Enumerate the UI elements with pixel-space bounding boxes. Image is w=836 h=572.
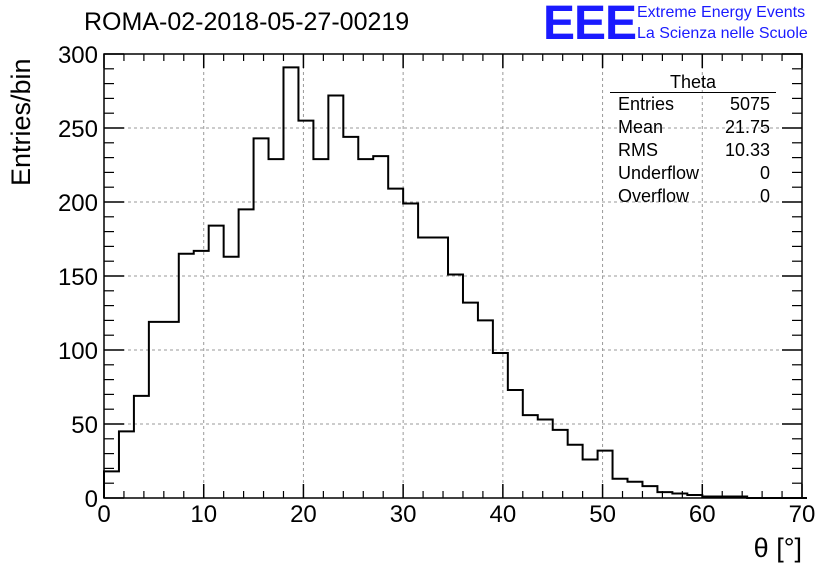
stats-label: Mean	[618, 117, 664, 137]
x-tick-label: 50	[589, 501, 616, 528]
histogram-bin	[164, 322, 179, 498]
histogram-bin	[149, 322, 164, 498]
histogram-bin	[523, 415, 538, 498]
histogram-bin	[313, 159, 328, 498]
histogram-bin	[687, 495, 702, 498]
stats-label: RMS	[618, 140, 658, 160]
x-tick-label: 20	[290, 501, 317, 528]
histogram-bin	[583, 460, 598, 498]
stats-value: 0	[759, 186, 770, 206]
x-tick-label: 70	[789, 501, 816, 528]
y-tick-label: 150	[58, 264, 98, 291]
histogram-bin	[328, 95, 343, 498]
x-axis-label: θ [°]	[753, 533, 802, 563]
histogram-bin	[613, 479, 628, 498]
x-tick-label: 0	[97, 501, 110, 528]
histogram-bin	[104, 471, 119, 498]
x-tick-label: 30	[390, 501, 417, 528]
histogram-bin	[239, 209, 254, 498]
histogram-bin	[702, 497, 717, 498]
stats-box: Theta Entries 5075 Mean 21.75 RMS 10.33 …	[610, 72, 776, 208]
histogram-bin	[209, 226, 224, 498]
y-tick-label: 250	[58, 116, 98, 143]
histogram-bin	[717, 497, 732, 498]
plot-frame	[103, 53, 803, 499]
histogram-series-line	[103, 66, 807, 499]
histogram-bin	[732, 497, 747, 498]
histogram-bin	[493, 353, 508, 498]
histogram-bin	[448, 275, 463, 498]
histogram-bin	[672, 494, 687, 498]
stats-row-underflow: Underflow 0	[610, 162, 776, 185]
histogram-bin	[433, 238, 448, 498]
histogram-bin	[373, 156, 388, 498]
histogram-bin	[642, 486, 657, 498]
histogram-bin	[628, 482, 643, 498]
grid-lines	[104, 54, 802, 498]
x-tick-label: 60	[689, 501, 716, 528]
histogram-bin	[478, 320, 493, 498]
histogram-bin	[403, 203, 418, 498]
histogram-bin	[134, 396, 149, 498]
y-tick-label: 0	[85, 486, 98, 513]
logo-line-2: La Scienza nelle Scuole	[637, 25, 808, 42]
histogram-bin	[463, 303, 478, 498]
eee-logo: EEE	[543, 0, 637, 50]
stats-value: 10.33	[724, 140, 770, 160]
histogram-bin	[119, 431, 134, 498]
tick-labels: 0 10 20 30 40 50 60 70 0 50 100 150 200 250 300	[58, 42, 815, 528]
y-axis-label: Entries/bin	[6, 58, 36, 186]
x-tick-label: 10	[190, 501, 217, 528]
histogram-bin	[508, 390, 523, 498]
stats-row-entries: Entries 5075	[610, 93, 776, 116]
histogram-bin	[538, 420, 553, 498]
y-tick-label: 300	[58, 42, 98, 69]
y-tick-label: 200	[58, 190, 98, 217]
histogram-bin	[283, 67, 298, 498]
stats-label: Overflow	[618, 186, 690, 206]
histogram-bin	[568, 445, 583, 498]
histogram-bin	[657, 492, 672, 498]
histogram-bin	[388, 189, 403, 498]
stats-value: 5075	[729, 94, 770, 114]
stats-row-mean: Mean 21.75	[610, 116, 776, 139]
x-tick-label: 40	[490, 501, 517, 528]
histogram-bin	[194, 251, 209, 498]
histogram-bin	[553, 430, 568, 498]
histogram-bin	[254, 138, 269, 498]
chart-title: ROMA-02-2018-05-27-00219	[84, 8, 410, 36]
stats-label: Underflow	[618, 163, 700, 183]
stats-value: 0	[759, 163, 770, 183]
stats-title: Theta	[610, 72, 776, 93]
y-tick-label: 50	[71, 412, 98, 439]
histogram-bin	[358, 159, 373, 498]
histogram-bin	[269, 159, 284, 498]
logo-line-1: Extreme Energy Events	[637, 4, 806, 21]
stats-value: 21.75	[724, 117, 770, 137]
histogram-bin	[224, 257, 239, 498]
histogram-bin	[343, 137, 358, 498]
stats-row-rms: RMS 10.33	[610, 139, 776, 162]
stats-label: Entries	[618, 94, 675, 114]
histogram-bin	[418, 238, 433, 498]
histogram-bin	[179, 254, 194, 498]
stats-row-overflow: Overflow 0	[610, 185, 776, 208]
histogram-bin	[298, 121, 313, 498]
histogram-bin	[598, 451, 613, 498]
y-tick-label: 100	[58, 338, 98, 365]
